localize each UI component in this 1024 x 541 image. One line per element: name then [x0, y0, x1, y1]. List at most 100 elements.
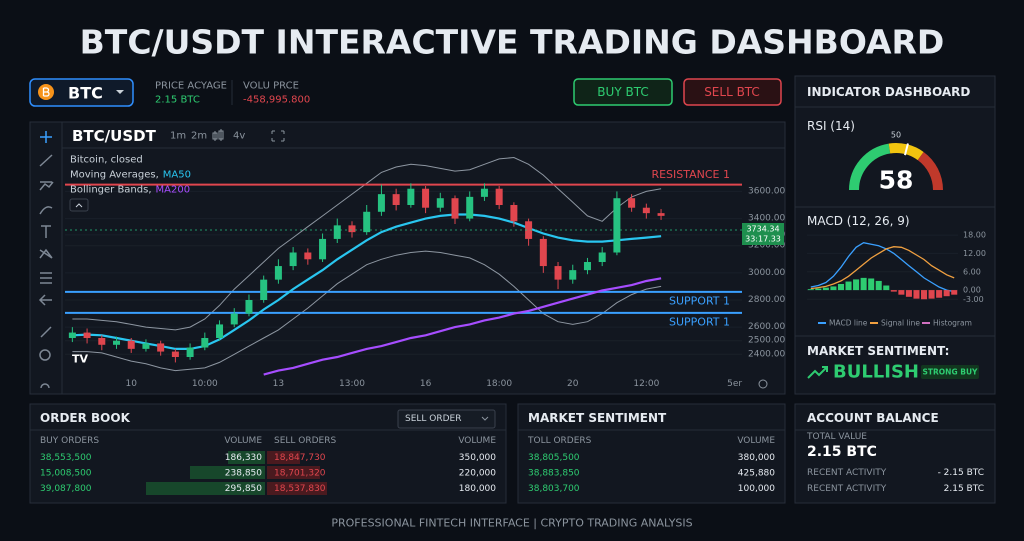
legend-swatch [922, 322, 930, 324]
btc-icon-glyph [42, 87, 50, 97]
candle-body [539, 238, 547, 267]
settings-icon[interactable] [758, 379, 768, 389]
y-tick-label: 0.00 [963, 286, 981, 295]
pattern-tool[interactable] [39, 248, 53, 259]
candle-body [142, 343, 150, 349]
candle-type-icon[interactable] [212, 129, 224, 141]
candle-body [363, 211, 371, 233]
total-value: 2.15 BTC [807, 444, 877, 460]
sell-depth [267, 451, 300, 464]
y-tick-label: 3000.00 [748, 268, 785, 278]
histogram-bar [883, 285, 890, 291]
y-tick-label: 2400.00 [748, 349, 785, 359]
column-header: BUY ORDERS [40, 436, 99, 446]
histogram-bar [860, 277, 867, 291]
x-tick-label: 18:00 [486, 379, 512, 389]
candle-body [289, 252, 297, 267]
table-cell: 380,000 [738, 453, 775, 463]
histogram-bar [936, 290, 943, 298]
candle-body [230, 313, 238, 325]
panel-title: INDICATOR DASHBOARD [807, 85, 970, 99]
panel-title: ORDER BOOK [40, 411, 131, 425]
rsi-label: RSI (14) [807, 119, 855, 133]
back-tool[interactable] [38, 294, 52, 306]
gauge-tick: 50 [891, 131, 901, 140]
candle-body [377, 194, 385, 212]
interval[interactable]: 4v [233, 131, 245, 142]
brush-tool[interactable] [39, 206, 53, 215]
candle-body [598, 252, 606, 262]
text-tool[interactable] [41, 225, 51, 238]
interval[interactable]: 2m [191, 131, 207, 142]
total-label: TOTAL VALUE [806, 432, 867, 442]
candle-body [613, 198, 621, 253]
candle-body [127, 340, 135, 349]
fib-tool[interactable] [39, 181, 54, 191]
collapse-icon [75, 203, 83, 208]
y-tick-label: 2800.00 [748, 295, 785, 305]
table-cell: 425,880 [738, 469, 775, 479]
candle-body [407, 188, 415, 205]
magnet-tool[interactable] [40, 383, 50, 389]
candle-body [525, 221, 533, 239]
badge-label: STRONG BUY [923, 368, 979, 377]
level-label: SUPPORT 1 [669, 294, 730, 307]
plot-area: 3280.003600.003400.003200.003000.002800.… [65, 156, 785, 389]
histogram-bar [837, 283, 844, 291]
column-header: VOLUME [737, 436, 775, 446]
crosshair-tool[interactable] [40, 131, 52, 143]
histogram-bar [905, 290, 912, 297]
gauge-segment [849, 143, 891, 191]
column-header: VOLUME [458, 436, 496, 446]
legend-label: Histogram [933, 319, 972, 328]
table-cell: 186,330 [225, 453, 262, 463]
histogram-bar [943, 290, 950, 297]
table-cell: 39,087,800 [40, 484, 92, 494]
ruler-tool[interactable] [40, 326, 52, 338]
x-tick-label: 13:00 [339, 379, 365, 389]
histogram-bar [928, 290, 935, 299]
y-tick-label: 3200.00 [748, 241, 785, 251]
legend-label: Signal line [881, 319, 920, 328]
dropdown-label: SELL ORDER [405, 414, 462, 424]
y-tick-label: 2500.00 [748, 336, 785, 346]
histogram-bar [898, 290, 905, 295]
table-cell: 38,803,700 [528, 484, 580, 494]
price-tag-label: 3734.34 [746, 225, 779, 234]
macd-line [810, 246, 955, 290]
buy-depth [228, 451, 265, 464]
table-cell: 18,537,830 [274, 484, 326, 494]
line-tool[interactable] [39, 154, 53, 167]
level-label: SUPPORT 1 [669, 315, 730, 328]
sentiment-label: MARKET SENTIMENT: [807, 344, 949, 358]
y-tick-label: 3400.00 [748, 214, 785, 224]
zoom-tool[interactable] [39, 349, 51, 361]
table-cell: 100,000 [738, 484, 775, 494]
x-tick-label: 12:00 [633, 379, 659, 389]
candle-body [201, 338, 209, 348]
symbol-selector[interactable] [29, 78, 134, 107]
table-cell: 220,000 [459, 469, 496, 479]
measure-tool[interactable] [40, 272, 52, 284]
table-cell: 15,008,500 [40, 469, 92, 479]
candle-body [186, 347, 194, 357]
sell-button[interactable] [683, 78, 782, 106]
interval[interactable]: 1m [170, 131, 186, 142]
table-cell: 18,847,730 [274, 453, 326, 463]
column-header: VOLUME [224, 436, 262, 446]
legend-collapse[interactable] [69, 198, 89, 212]
badge [921, 365, 979, 379]
trend-arrow [807, 366, 828, 379]
legend-title: Bitcoin, closed [70, 155, 143, 166]
legend-label: Bollinger Bands, [70, 185, 152, 196]
candle-body [260, 279, 268, 300]
x-tick-label: 16 [420, 379, 432, 389]
stat-value: -458,995.800 [243, 95, 310, 106]
drawing-toolbar [38, 131, 54, 389]
fullscreen-icon[interactable] [271, 130, 285, 142]
candle-body [554, 266, 562, 280]
buy-button[interactable] [573, 78, 673, 106]
order-dropdown[interactable] [397, 409, 496, 429]
balance-panel [794, 403, 996, 504]
